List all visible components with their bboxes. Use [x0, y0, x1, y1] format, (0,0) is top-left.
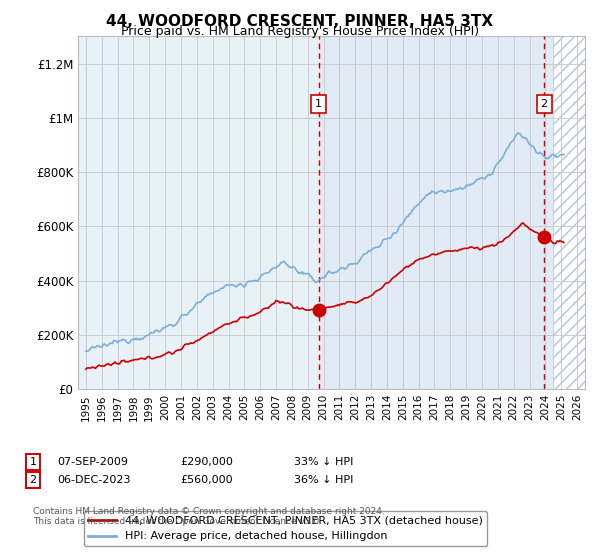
- Bar: [319, 36, 553, 389]
- Text: 2: 2: [541, 99, 548, 109]
- Text: 33% ↓ HPI: 33% ↓ HPI: [294, 457, 353, 467]
- Text: Price paid vs. HM Land Registry's House Price Index (HPI): Price paid vs. HM Land Registry's House …: [121, 25, 479, 38]
- Text: £290,000: £290,000: [180, 457, 233, 467]
- Text: 2: 2: [29, 475, 37, 485]
- Legend: 44, WOODFORD CRESCENT, PINNER, HA5 3TX (detached house), HPI: Average price, det: 44, WOODFORD CRESCENT, PINNER, HA5 3TX (…: [83, 511, 487, 546]
- Text: 07-SEP-2009: 07-SEP-2009: [57, 457, 128, 467]
- Text: 1: 1: [29, 457, 37, 467]
- Text: 06-DEC-2023: 06-DEC-2023: [57, 475, 131, 485]
- Text: 44, WOODFORD CRESCENT, PINNER, HA5 3TX: 44, WOODFORD CRESCENT, PINNER, HA5 3TX: [106, 14, 494, 29]
- Text: £560,000: £560,000: [180, 475, 233, 485]
- Text: 1: 1: [315, 99, 322, 109]
- Bar: [553, 36, 585, 389]
- Text: Contains HM Land Registry data © Crown copyright and database right 2024.
This d: Contains HM Land Registry data © Crown c…: [33, 507, 385, 526]
- Text: 36% ↓ HPI: 36% ↓ HPI: [294, 475, 353, 485]
